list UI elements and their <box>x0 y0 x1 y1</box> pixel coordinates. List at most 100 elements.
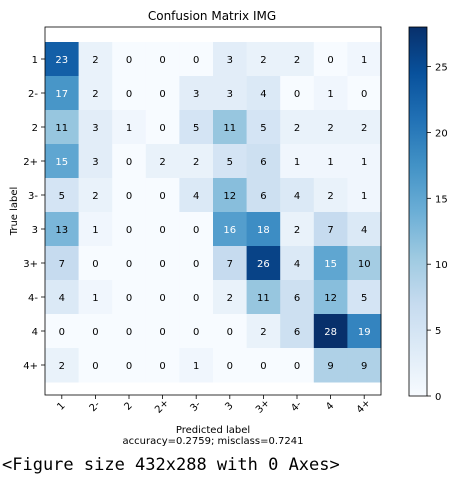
figure-size-output: <Figure size 432x288 with 0 Axes> <box>2 455 340 475</box>
cell-value-label: 11 <box>55 123 68 134</box>
heatmap-cell <box>313 144 348 179</box>
colorbar-tick-label: 25 <box>435 63 448 74</box>
heatmap-cell <box>179 280 214 315</box>
heatmap-cell <box>145 42 180 77</box>
heatmap-cell <box>280 280 315 315</box>
heatmap-cell <box>179 314 214 349</box>
heatmap-cell-labels: 23 2 0 0 0 3 2 2 0 117 2 0 0 3 3 4 0 1 011 3 1 0 5 11 5 2 2 215 3 0 2 2… <box>55 55 370 372</box>
heatmap-cells <box>45 42 382 383</box>
x-tick-label: 4 <box>324 401 336 413</box>
cell-value-label: 2 <box>361 123 367 134</box>
cell-value-label: 16 <box>223 225 236 236</box>
cell-value-label: 2 <box>59 361 65 372</box>
x-tick-label: 3- <box>188 399 203 414</box>
heatmap-cell <box>246 314 281 349</box>
heatmap-cell <box>313 246 348 281</box>
heatmap-cell <box>246 212 281 247</box>
heatmap-cell <box>45 42 80 77</box>
cell-value-label: 0 <box>126 157 132 168</box>
heatmap-cell <box>347 246 382 281</box>
heatmap-cell <box>112 144 147 179</box>
cell-value-label: 2 <box>294 55 300 66</box>
cell-value-label: 1 <box>361 191 367 202</box>
cell-value-label: 2 <box>193 157 199 168</box>
heatmap-cell <box>280 76 315 111</box>
cell-value-label: 0 <box>361 89 367 100</box>
x-axis-note: accuracy=0.2759; misclass=0.7241 <box>123 436 304 447</box>
cell-value-label: 1 <box>92 293 98 304</box>
cell-value-label: 0 <box>126 327 132 338</box>
heatmap-cell <box>280 314 315 349</box>
cell-value-label: 4 <box>260 89 266 100</box>
cell-value-label: 2 <box>260 55 266 66</box>
heatmap-cell <box>280 246 315 281</box>
cell-value-label: 0 <box>227 361 233 372</box>
heatmap-cell <box>313 348 348 383</box>
heatmap-cell <box>347 212 382 247</box>
colorbar-tick-label: 20 <box>435 128 448 139</box>
heatmap-cell <box>280 178 315 213</box>
heatmap-cell <box>347 348 382 383</box>
colorbar-tick-label: 5 <box>435 326 441 337</box>
heatmap-cell <box>112 76 147 111</box>
cell-value-label: 23 <box>55 55 68 66</box>
heatmap-cell <box>280 42 315 77</box>
cell-value-label: 5 <box>260 123 266 134</box>
x-tick-label: 4- <box>289 399 304 414</box>
cell-value-label: 2 <box>260 327 266 338</box>
cell-value-label: 9 <box>361 361 367 372</box>
cell-value-label: 5 <box>227 157 233 168</box>
colorbar-tick-label: 15 <box>435 194 448 205</box>
cell-value-label: 6 <box>294 293 300 304</box>
colorbar-ticks: 0 5 10 15 20 25 <box>427 63 448 403</box>
cell-value-label: 6 <box>260 157 266 168</box>
cell-value-label: 0 <box>59 327 65 338</box>
heatmap-cell <box>145 314 180 349</box>
cell-value-label: 0 <box>193 225 199 236</box>
heatmap-cell <box>313 280 348 315</box>
y-tick-label: 2- <box>28 89 38 100</box>
heatmap-cell <box>45 348 80 383</box>
heatmap-cell <box>45 280 80 315</box>
y-tick-label: 2+ <box>23 157 38 168</box>
heatmap-cell <box>179 144 214 179</box>
cell-value-label: 0 <box>92 361 98 372</box>
cell-value-label: 12 <box>223 191 236 202</box>
heatmap-cell <box>213 280 248 315</box>
cell-value-label: 0 <box>126 89 132 100</box>
colorbar-tick-label: 0 <box>435 392 441 403</box>
y-tick-label: 3- <box>28 191 38 202</box>
cell-value-label: 0 <box>126 55 132 66</box>
heatmap-cell <box>246 348 281 383</box>
heatmap-cell <box>213 110 248 145</box>
cell-value-label: 3 <box>227 89 233 100</box>
heatmap-cell <box>78 212 113 247</box>
y-axis-label: True label <box>9 187 20 237</box>
heatmap-cell <box>45 178 80 213</box>
cell-value-label: 0 <box>126 361 132 372</box>
heatmap-cell <box>45 110 80 145</box>
heatmap-cell <box>112 246 147 281</box>
x-tick-label: 2+ <box>153 398 171 416</box>
cell-value-label: 5 <box>193 123 199 134</box>
cell-value-label: 9 <box>327 361 333 372</box>
cell-value-label: 13 <box>55 225 68 236</box>
heatmap-cell <box>78 144 113 179</box>
heatmap-cell <box>347 110 382 145</box>
cell-value-label: 0 <box>193 293 199 304</box>
cell-value-label: 0 <box>126 259 132 270</box>
cell-value-label: 0 <box>294 361 300 372</box>
heatmap-cell <box>179 110 214 145</box>
cell-value-label: 4 <box>193 191 199 202</box>
x-tick-label: 3+ <box>254 398 272 416</box>
heatmap-cell <box>246 280 281 315</box>
heatmap-cell <box>246 144 281 179</box>
heatmap-cell <box>213 144 248 179</box>
cell-value-label: 0 <box>260 361 266 372</box>
cell-value-label: 0 <box>193 55 199 66</box>
x-tick-label: 4+ <box>355 398 373 416</box>
heatmap-cell <box>347 76 382 111</box>
cell-value-label: 0 <box>159 259 165 270</box>
cell-value-label: 1 <box>126 123 132 134</box>
cell-value-label: 17 <box>55 89 68 100</box>
